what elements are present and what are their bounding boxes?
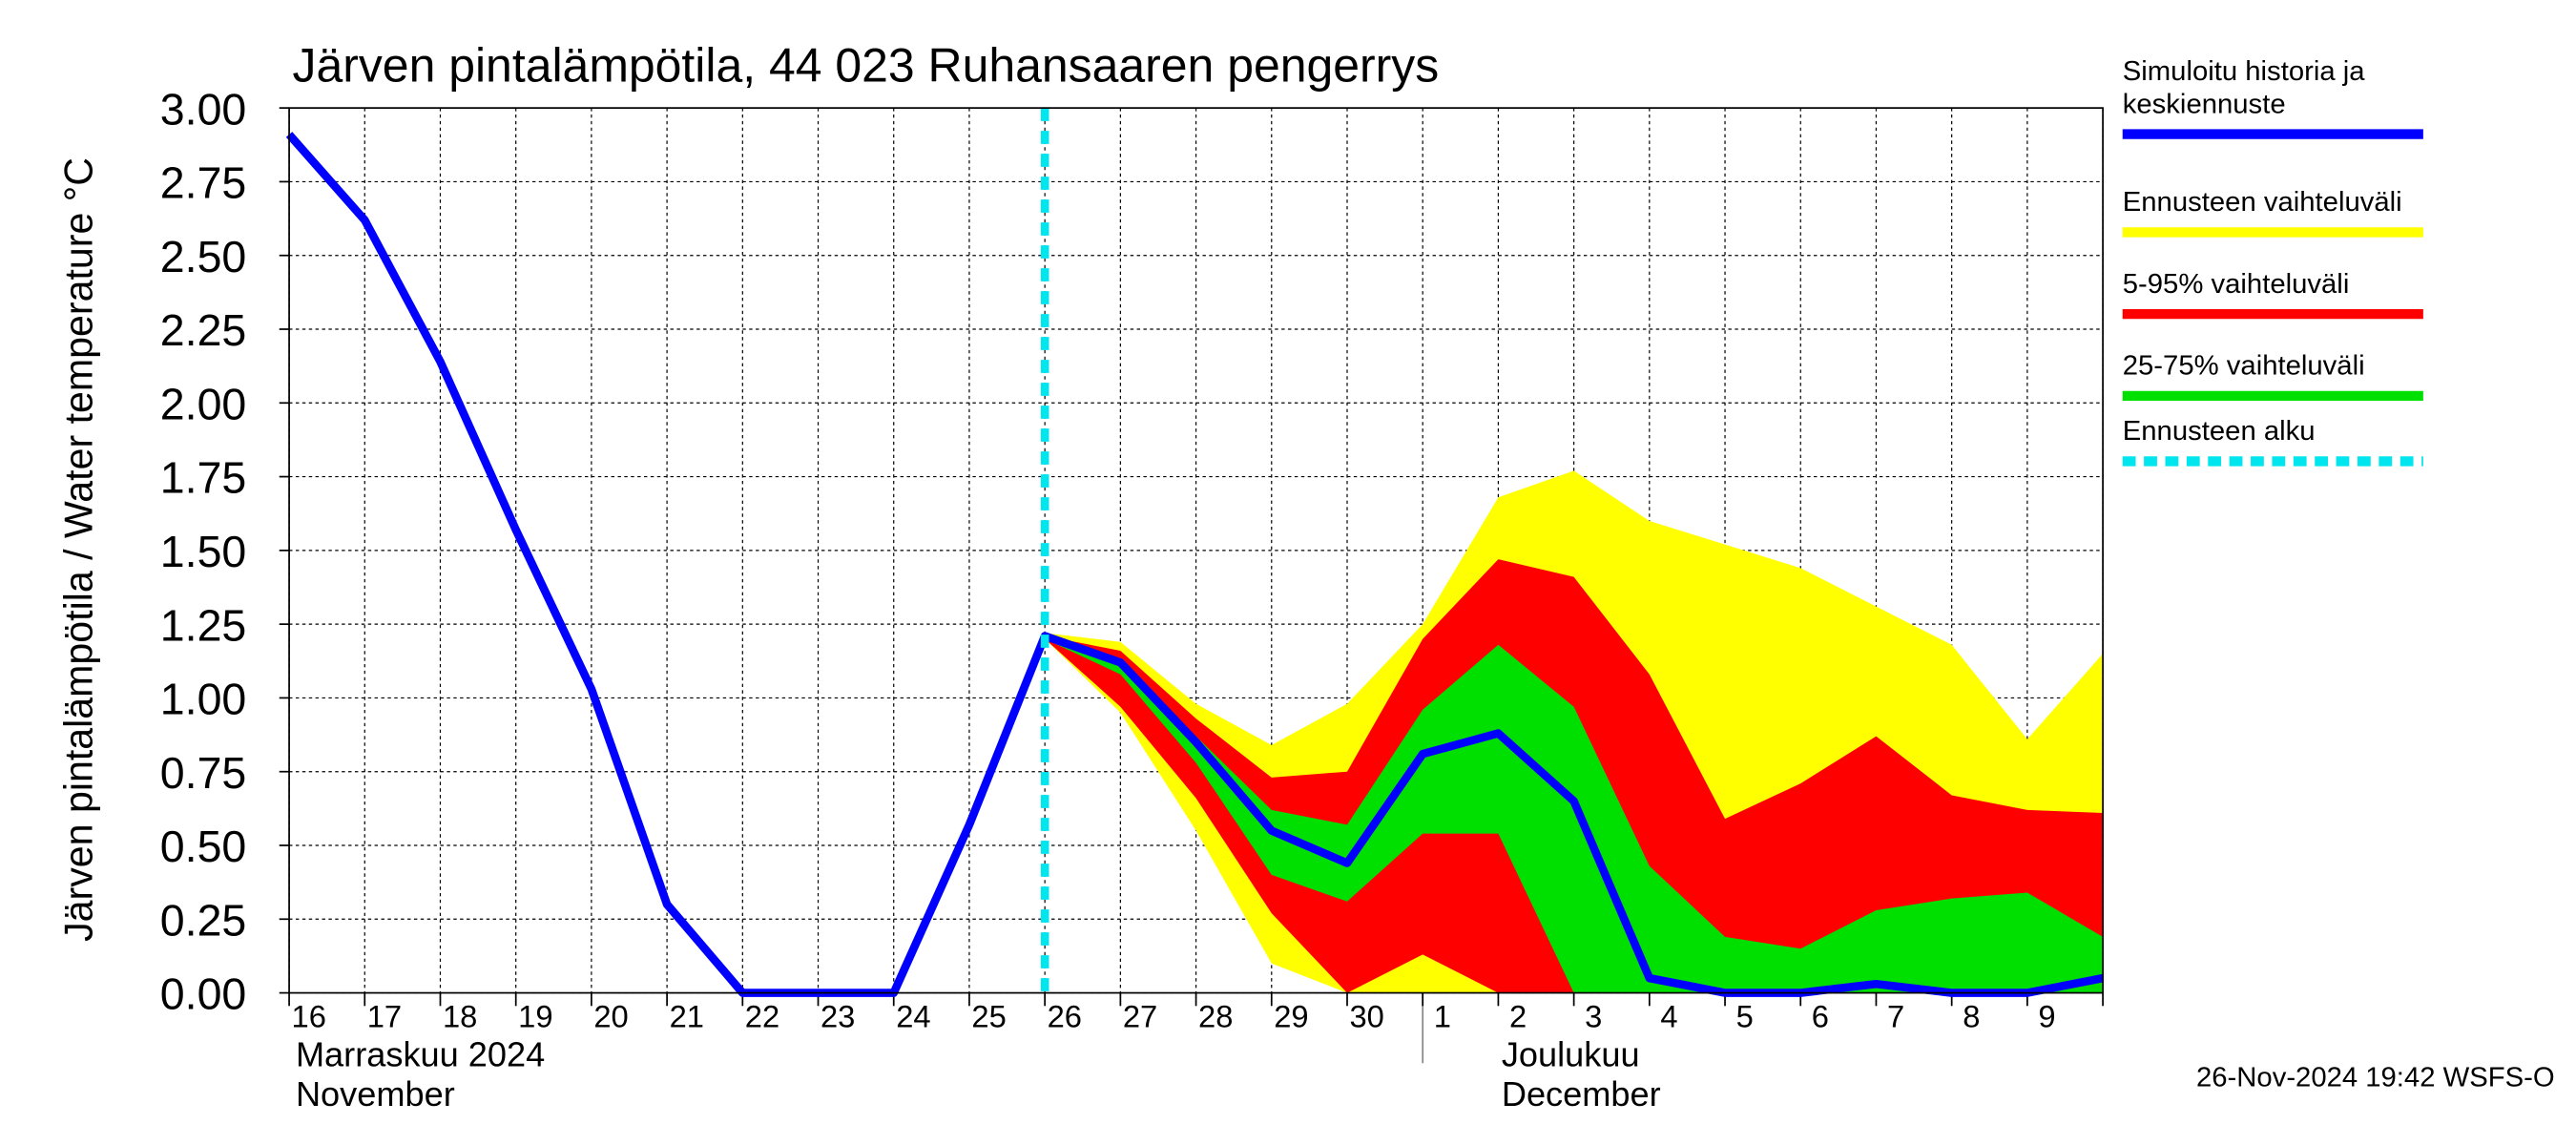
- x-tick-label: 23: [821, 999, 855, 1034]
- legend-label: Simuloitu historia ja keskiennuste: [2122, 55, 2365, 120]
- y-tick-label: 2.00: [160, 380, 246, 429]
- x-tick-label: 4: [1660, 999, 1677, 1034]
- month-label: Joulukuu: [1502, 1035, 1640, 1074]
- legend-label: Ennusteen alku: [2122, 415, 2316, 447]
- legend-text: Ennusteen vaihteluväli: [2122, 186, 2402, 218]
- y-tick-label: 1.00: [160, 675, 246, 724]
- x-tick-label: 28: [1198, 999, 1233, 1034]
- timestamp: 26-Nov-2024 19:42 WSFS-O: [2196, 1062, 2555, 1093]
- x-tick-label: 8: [1963, 999, 1980, 1034]
- x-tick-label: 1: [1434, 999, 1451, 1034]
- x-tick-label: 2: [1509, 999, 1527, 1034]
- x-tick-label: 29: [1274, 999, 1308, 1034]
- x-tick-label: 22: [745, 999, 779, 1034]
- x-tick-label: 19: [518, 999, 552, 1034]
- y-tick-label: 2.25: [160, 305, 246, 355]
- band-area: [1045, 638, 2104, 993]
- x-tick-label: 16: [292, 999, 326, 1034]
- plot-frame: [288, 107, 2104, 994]
- x-tick-label: 27: [1123, 999, 1157, 1034]
- x-tick-label: 26: [1048, 999, 1082, 1034]
- x-tick-label: 21: [670, 999, 704, 1034]
- x-tick-label: 3: [1585, 999, 1602, 1034]
- x-tick-label: 7: [1887, 999, 1904, 1034]
- x-tick-label: 17: [367, 999, 402, 1034]
- month-label: Marraskuu 2024: [296, 1035, 545, 1074]
- x-tick-label: 5: [1736, 999, 1754, 1034]
- y-axis-label: Järven pintalämpötila / Water temperatur…: [56, 157, 100, 942]
- x-tick-label: 6: [1812, 999, 1829, 1034]
- x-tick-label: 30: [1349, 999, 1383, 1034]
- month-label: November: [296, 1074, 455, 1114]
- legend-text: Ennusteen alku: [2122, 415, 2316, 447]
- y-tick-label: 2.50: [160, 232, 246, 281]
- legend-text: 25-75% vaihteluväli: [2122, 349, 2365, 382]
- legend-label: 25-75% vaihteluväli: [2122, 349, 2365, 382]
- y-tick-label: 0.25: [160, 896, 246, 946]
- legend-text: Simuloitu historia ja keskiennuste: [2122, 55, 2365, 120]
- x-tick-label: 25: [971, 999, 1006, 1034]
- y-tick-label: 1.50: [160, 527, 246, 576]
- y-tick-label: 3.00: [160, 84, 246, 134]
- y-tick-label: 1.75: [160, 453, 246, 503]
- y-tick-label: 0.75: [160, 748, 246, 798]
- x-tick-label: 18: [443, 999, 477, 1034]
- chart-title: Järven pintalämpötila, 44 023 Ruhansaare…: [293, 39, 1440, 93]
- y-tick-label: 2.75: [160, 158, 246, 208]
- y-tick-label: 1.25: [160, 600, 246, 650]
- x-tick-label: 20: [593, 999, 628, 1034]
- legend-label: 5-95% vaihteluväli: [2122, 268, 2350, 300]
- legend-label: Ennusteen vaihteluväli: [2122, 186, 2402, 218]
- y-tick-label: 0.50: [160, 822, 246, 871]
- y-tick-label: 0.00: [160, 969, 246, 1019]
- x-tick-label: 9: [2038, 999, 2055, 1034]
- legend-text: 5-95% vaihteluväli: [2122, 268, 2350, 300]
- month-label: December: [1502, 1074, 1661, 1114]
- x-tick-label: 24: [896, 999, 930, 1034]
